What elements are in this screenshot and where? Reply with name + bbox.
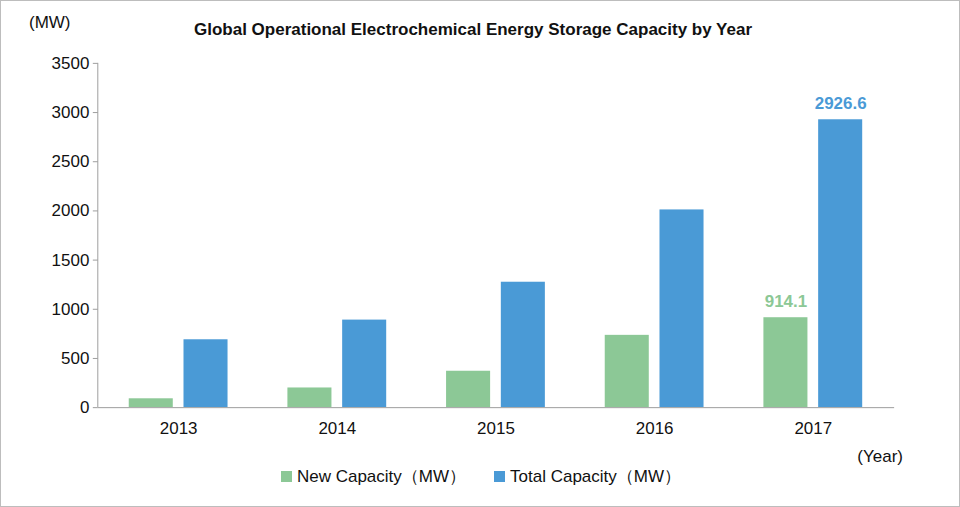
svg-text:2926.6: 2926.6 bbox=[815, 94, 867, 113]
svg-text:3000: 3000 bbox=[52, 103, 90, 122]
svg-text:2017: 2017 bbox=[794, 419, 832, 438]
svg-text:3500: 3500 bbox=[52, 54, 90, 73]
html-text:Total Capacity（MW）: Total Capacity（MW） bbox=[510, 467, 681, 486]
svg-text:2000: 2000 bbox=[52, 201, 90, 220]
svg-text:0: 0 bbox=[80, 398, 89, 417]
svg-text:1000: 1000 bbox=[52, 300, 90, 319]
svg-text:2014: 2014 bbox=[318, 419, 356, 438]
svg-text:914.1: 914.1 bbox=[765, 292, 807, 311]
svg-text:1500: 1500 bbox=[52, 251, 90, 270]
svg-text:500: 500 bbox=[61, 349, 89, 368]
svg-text:2016: 2016 bbox=[636, 419, 674, 438]
html-text:(Year): (Year) bbox=[857, 447, 903, 466]
svg-text:2013: 2013 bbox=[160, 419, 198, 438]
html-text:(MW): (MW) bbox=[29, 13, 71, 32]
svg-text:2015: 2015 bbox=[477, 419, 515, 438]
svg-text:2500: 2500 bbox=[52, 152, 90, 171]
html-text:New Capacity（MW）: New Capacity（MW） bbox=[297, 467, 466, 486]
html-text:Global Operational Electrochem: Global Operational Electrochemical Energ… bbox=[194, 20, 752, 39]
